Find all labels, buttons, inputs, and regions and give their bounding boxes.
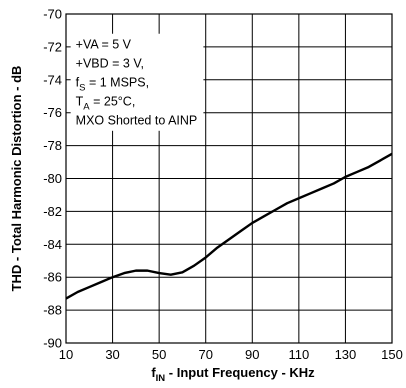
y-tick-label: -86 [43,270,62,285]
annotation-line: +VA = 5 V [76,38,132,52]
annotation-line: MXO Shorted to AINP [76,114,198,128]
y-tick-label: -88 [43,303,62,318]
x-tick-label: 110 [288,347,309,362]
x-tick-label: 150 [381,347,403,362]
annotation-background [70,33,204,131]
x-tick-label: 10 [59,347,73,362]
x-tick-label: 30 [105,347,119,362]
x-tick-label: 70 [198,347,212,362]
y-tick-label: -76 [43,105,62,120]
y-tick-label: -82 [43,204,62,219]
y-tick-label: -90 [43,336,62,351]
annotation-line: +VBD = 3 V, [76,57,144,71]
y-tick-label: -80 [43,171,62,186]
annotation-line: fS = 1 MSPS, [76,76,149,94]
plot-frame [65,13,393,344]
x-tick-labels: 10 30 50 70 90 110 130 150 [59,347,403,362]
annotation-line: TA = 25°C, [76,95,136,113]
x-tick-label: 50 [152,347,166,362]
y-tick-label: -72 [43,39,62,54]
y-tick-label: -78 [43,138,62,153]
x-tick-label: 130 [335,347,357,362]
y-tick-label: -74 [43,72,62,87]
y-tick-label: -70 [43,7,62,22]
y-tick-labels: -70 -72 -74 -76 -78 -80 -82 -84 -86 -88 -90 [43,7,62,351]
x-axis-label: fIN - Input Frequency - KHz [151,365,315,384]
x-tick-label: 90 [245,347,259,362]
series-line-thd [65,152,393,300]
y-axis-label: THD - Total Harmonic Distortion - dB [9,66,24,292]
y-tick-label: -84 [43,237,62,252]
annotation-box: +VA = 5 V +VBD = 3 V, fS = 1 MSPS,TA = 25°… [70,33,204,131]
